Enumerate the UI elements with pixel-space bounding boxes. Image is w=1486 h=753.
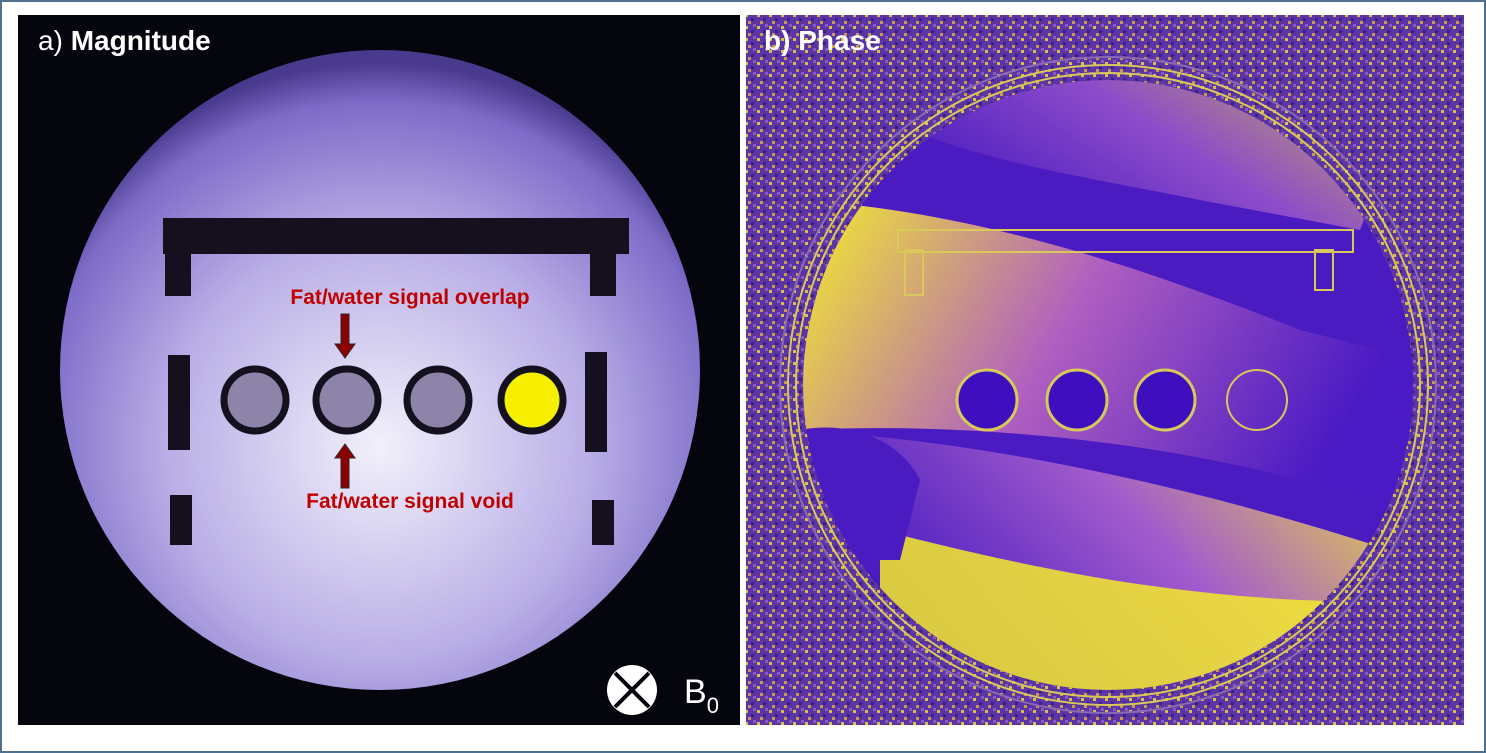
vials — [220, 365, 567, 435]
panel-label: b) — [764, 25, 790, 56]
field-subscript: 0 — [707, 693, 719, 718]
arrows — [334, 313, 356, 489]
annotation: Fat/water signal void — [306, 490, 514, 513]
panel-title: b) Phase — [764, 25, 881, 56]
field-symbol — [607, 665, 657, 715]
panel-name: Magnitude — [71, 25, 211, 56]
panel-label: a) — [38, 25, 63, 56]
phantom — [60, 50, 700, 690]
rings — [779, 56, 1437, 714]
panel-title: a) Magnitude — [38, 25, 211, 56]
panel-name: Phase — [798, 25, 881, 56]
annotation: Fat/water signal overlap — [290, 286, 529, 309]
field-label: B0 — [684, 673, 719, 718]
field-name: B — [684, 673, 707, 711]
phantom-frame — [163, 218, 629, 545]
